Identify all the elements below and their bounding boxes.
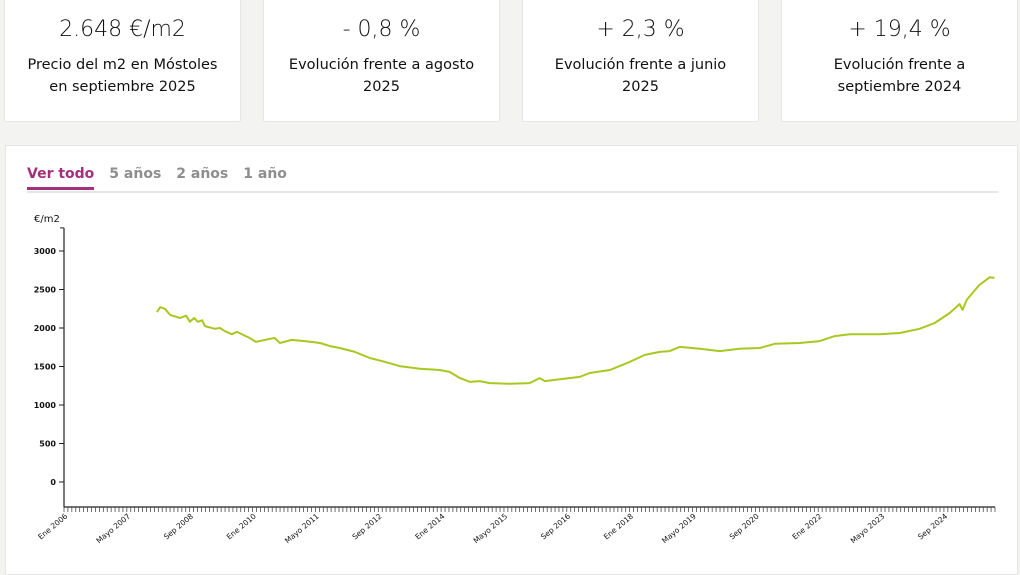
x-tick-label: Ene 2010	[225, 511, 258, 541]
y-tick-label: 0	[50, 478, 56, 487]
y-tick-label: 1000	[34, 401, 57, 410]
kpi-card-year: + 19,4 % Evolución frente a septiembre 2…	[781, 0, 1018, 122]
y-tick-label: 2000	[34, 324, 57, 333]
x-tick-label: Mayo 2023	[849, 511, 887, 545]
y-tick-label: 3000	[34, 247, 57, 256]
kpi-label: Precio del m2 en Móstoles en septiembre …	[27, 57, 218, 95]
x-tick-label: Mayo 2015	[472, 511, 510, 545]
tab-5-anos[interactable]: 5 años	[109, 166, 162, 182]
x-tick-label: Ene 2006	[36, 511, 69, 541]
y-tick-label: 1500	[34, 363, 57, 372]
tab-ver-todo[interactable]: Ver todo	[27, 166, 95, 190]
x-tick-label: Ene 2014	[413, 511, 446, 541]
x-tick-label: Mayo 2007	[94, 511, 132, 545]
range-tabs: Ver todo 5 años 2 años 1 año	[27, 166, 998, 193]
kpi-value: + 2,3 %	[596, 17, 685, 42]
x-tick-label: Sep 2008	[162, 511, 195, 541]
chart-panel: Ver todo 5 años 2 años 1 año	[5, 145, 1018, 575]
x-tick-label: Sep 2016	[539, 511, 572, 541]
kpi-card-price: 2.648 €/m2 Precio del m2 en Móstoles en …	[4, 0, 241, 122]
kpi-label: Evolución frente a septiembre 2024	[833, 57, 966, 95]
x-tick-label: Ene 2022	[790, 511, 823, 541]
y-tick-label: 500	[39, 440, 56, 449]
kpi-card-month: - 0,8 % Evolución frente a agosto 2025	[263, 0, 500, 122]
x-tick-label: Sep 2012	[350, 511, 383, 541]
kpi-label: Evolución frente a junio 2025	[554, 57, 727, 95]
x-tick-label: Ene 2018	[602, 511, 635, 541]
tab-2-anos[interactable]: 2 años	[176, 166, 229, 182]
x-tick-label: Mayo 2011	[283, 511, 321, 545]
kpi-card-quarter: + 2,3 % Evolución frente a junio 2025	[522, 0, 759, 122]
x-tick-label: Mayo 2019	[660, 511, 698, 545]
kpi-value: 2.648 €/m2	[59, 17, 186, 42]
x-tick-label: Sep 2024	[916, 511, 949, 541]
y-tick-label: 2500	[34, 286, 57, 295]
y-axis-label: €/m2	[34, 214, 60, 225]
kpi-value: - 0,8 %	[342, 17, 421, 42]
tab-1-ano[interactable]: 1 año	[243, 166, 287, 182]
kpi-value: + 19,4 %	[848, 17, 951, 42]
price-series-line	[156, 276, 995, 385]
x-tick-label: Sep 2020	[728, 511, 761, 541]
kpi-label: Evolución frente a agosto 2025	[288, 57, 475, 95]
